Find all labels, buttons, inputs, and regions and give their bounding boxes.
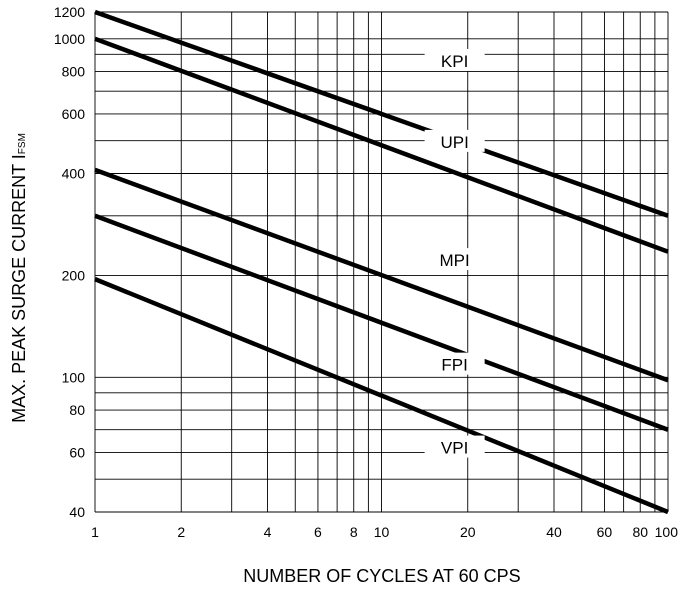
x-tick-label: 10 bbox=[374, 524, 390, 540]
y-tick-label: 600 bbox=[62, 106, 86, 122]
x-tick-label: 60 bbox=[597, 524, 613, 540]
series-lines bbox=[94, 9, 669, 515]
series-label-bg bbox=[424, 352, 485, 375]
series-line-vpi bbox=[94, 277, 669, 515]
x-tick-label: 4 bbox=[264, 524, 272, 540]
x-tick-label: 1 bbox=[91, 524, 99, 540]
series-line-fpi bbox=[94, 213, 669, 432]
y-tick-label: 40 bbox=[69, 504, 85, 520]
x-tick-label: 2 bbox=[177, 524, 185, 540]
series-label-upi: UPI bbox=[440, 133, 468, 152]
series-line-mpi bbox=[94, 167, 669, 383]
series-label-bg bbox=[424, 48, 485, 71]
series-label-bg bbox=[424, 435, 485, 458]
x-tick-label: 6 bbox=[314, 524, 322, 540]
x-tick-label: 40 bbox=[546, 524, 562, 540]
y-tick-label: 1000 bbox=[54, 31, 85, 47]
grid bbox=[94, 11, 669, 513]
series-line-upi bbox=[94, 36, 669, 254]
series-label-bg bbox=[424, 129, 485, 152]
series-label-kpi: KPI bbox=[441, 52, 468, 71]
y-axis-title-main: MAX. PEAK SURGE CURRENT I bbox=[9, 154, 29, 423]
y-tick-label: 80 bbox=[69, 402, 85, 418]
y-axis-title: MAX. PEAK SURGE CURRENT IFSM bbox=[9, 133, 29, 423]
x-tick-label: 100 bbox=[655, 524, 678, 540]
series-label-mpi: MPI bbox=[440, 251, 470, 270]
y-tick-label: 1200 bbox=[54, 4, 85, 20]
series-label-vpi: VPI bbox=[441, 439, 468, 458]
y-axis-title-subscript: FSM bbox=[17, 133, 28, 154]
series-label-bg bbox=[424, 248, 485, 271]
y-tick-label: 400 bbox=[62, 166, 86, 182]
tick-labels: 40 60 80 100 200 400 600 800 1000 1200 1 2 4 6 8 10 20 40… bbox=[54, 4, 678, 540]
x-axis-title: NUMBER OF CYCLES AT 60 CPS bbox=[243, 566, 520, 586]
y-tick-label: 100 bbox=[62, 369, 86, 385]
x-tick-label: 8 bbox=[350, 524, 358, 540]
y-tick-label: 60 bbox=[69, 444, 85, 460]
x-tick-label: 20 bbox=[460, 524, 476, 540]
series-labels: KPI UPI MPI FPI VPI bbox=[424, 48, 485, 458]
x-tick-label: 80 bbox=[632, 524, 648, 540]
series-label-fpi: FPI bbox=[441, 356, 467, 375]
y-tick-label: 200 bbox=[62, 267, 86, 283]
y-tick-label: 800 bbox=[62, 64, 86, 80]
series-line-kpi bbox=[94, 9, 669, 218]
